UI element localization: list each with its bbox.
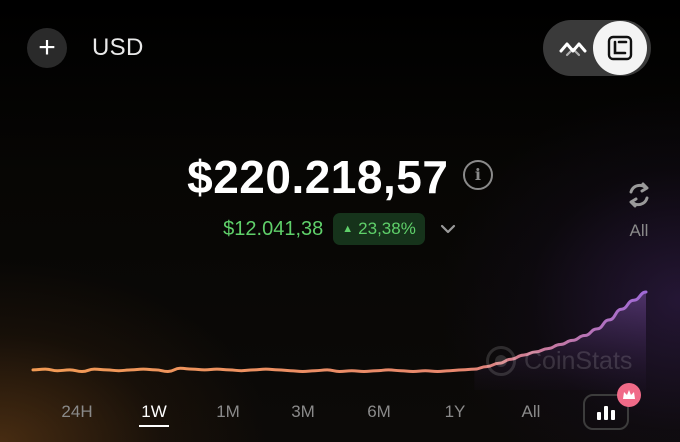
timeframe-1y[interactable]: 1Y (444, 402, 466, 421)
refresh-label: All (629, 221, 649, 240)
change-dropdown-button[interactable] (439, 220, 457, 238)
change-amount: $12.041,38 (223, 217, 324, 240)
change-percent: 23,38% (358, 219, 416, 238)
refresh-button[interactable]: All (614, 180, 664, 241)
currency-selector[interactable]: USD (92, 34, 144, 61)
add-button[interactable]: + (27, 28, 67, 68)
timeframe-all[interactable]: All (521, 402, 541, 421)
coinstats-logo-icon (486, 346, 516, 376)
scan-button[interactable] (593, 21, 647, 75)
change-row: $12.041,38 ▲ 23,38% (0, 212, 680, 246)
chart-area-fill (474, 292, 646, 390)
selected-timeframe-underline (139, 425, 169, 427)
refresh-icon (629, 182, 649, 208)
chart-line (31, 290, 648, 373)
watermark-text: CoinStats (524, 346, 633, 375)
top-bar: + USD (0, 0, 680, 100)
wave-button[interactable] (553, 28, 593, 68)
portfolio-total: $220.218,57 i (0, 150, 680, 204)
timeframe-1m[interactable]: 1M (216, 402, 240, 421)
timeframe-1w[interactable]: 1W (141, 402, 167, 421)
change-percent-badge: ▲ 23,38% (333, 213, 425, 245)
premium-badge (617, 383, 641, 407)
chart-type-button[interactable] (583, 394, 629, 430)
plus-icon: + (38, 31, 56, 64)
scan-icon (607, 35, 633, 61)
watermark: CoinStats (486, 343, 632, 379)
wave-icon (559, 42, 587, 57)
portfolio-chart[interactable] (0, 270, 680, 390)
timeframe-24h[interactable]: 24H (61, 402, 93, 421)
timeframe-selector: 24H 1W 1M 3M 6M 1Y All (0, 394, 680, 434)
timeframe-6m[interactable]: 6M (367, 402, 391, 421)
bar-chart-icon (597, 406, 615, 420)
timeframe-3m[interactable]: 3M (291, 402, 315, 421)
total-value: $220.218,57 (187, 151, 449, 203)
up-triangle-icon: ▲ (342, 223, 354, 235)
info-icon[interactable]: i (462, 160, 493, 190)
chevron-down-icon (440, 224, 455, 234)
crown-icon (623, 390, 635, 399)
